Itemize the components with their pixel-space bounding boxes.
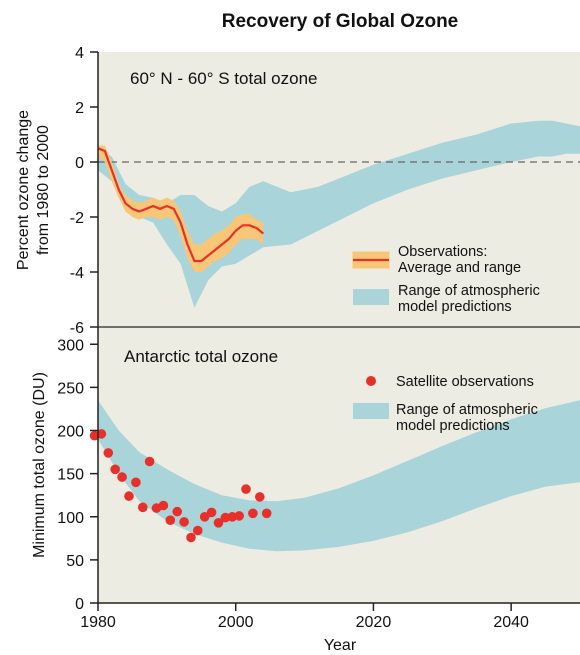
bottom-y-tick-label: 300 bbox=[57, 337, 84, 354]
observations-average-line bbox=[97, 147, 264, 263]
bottom-y-tick-label: 200 bbox=[57, 424, 84, 441]
legend-satellite-dot bbox=[366, 376, 376, 386]
legend-observations-label-line2: Average and range bbox=[398, 260, 521, 276]
satellite-point bbox=[234, 511, 244, 521]
bottom-y-tick-label: 50 bbox=[66, 553, 84, 570]
satellite-point bbox=[144, 456, 155, 467]
satellite-point bbox=[165, 515, 176, 525]
legend-satellite-label: Satellite observations bbox=[396, 374, 534, 390]
satellite-observation-points bbox=[89, 429, 272, 543]
satellite-point bbox=[206, 507, 217, 518]
x-axis-title: Year bbox=[324, 637, 357, 654]
top-y-tick-label: -4 bbox=[70, 265, 84, 282]
satellite-point bbox=[158, 500, 169, 511]
top-y-tick-label: 0 bbox=[75, 155, 84, 172]
legend-top-model-label-line2: model predictions bbox=[398, 299, 512, 315]
top-model-prediction-band bbox=[98, 120, 580, 308]
x-tick-label: 1980 bbox=[80, 614, 116, 631]
satellite-point bbox=[138, 502, 148, 513]
satellite-point bbox=[179, 517, 189, 527]
satellite-point bbox=[172, 506, 182, 517]
satellite-point bbox=[110, 464, 120, 475]
x-tick-label: 2020 bbox=[356, 614, 392, 631]
x-ticks: 1980 2000 2020 2040 bbox=[80, 603, 529, 631]
chart-title: Recovery of Global Ozone bbox=[222, 11, 459, 32]
satellite-point bbox=[213, 518, 224, 528]
legend-top-model-label-line1: Range of atmospheric bbox=[398, 283, 540, 299]
bottom-y-tick-label: 250 bbox=[57, 380, 84, 397]
top-panel-title: 60° N - 60° S total ozone bbox=[130, 69, 317, 88]
legend-bottom-model-label-line2: model predictions bbox=[396, 418, 510, 434]
legend-observations-label-line1: Observations: bbox=[398, 244, 487, 260]
satellite-point bbox=[254, 492, 265, 502]
bottom-panel-title: Antarctic total ozone bbox=[124, 347, 278, 366]
satellite-point bbox=[193, 525, 203, 536]
bottom-y-tick-label: 150 bbox=[57, 467, 84, 484]
bottom-y-axis-title: Minimum total ozone (DU) bbox=[31, 372, 48, 558]
satellite-point bbox=[241, 484, 251, 494]
bottom-y-tick-label: 100 bbox=[57, 510, 84, 527]
satellite-point bbox=[199, 512, 210, 522]
satellite-point bbox=[261, 508, 272, 519]
satellite-point bbox=[186, 532, 196, 543]
satellite-point bbox=[124, 491, 134, 501]
satellite-point bbox=[248, 508, 258, 519]
observations-range-band bbox=[98, 145, 264, 272]
x-tick-label: 2000 bbox=[218, 614, 254, 631]
legend-bottom-model-swatch bbox=[353, 403, 389, 419]
top-y-axis-title-line1: Percent ozone change bbox=[15, 110, 32, 270]
legend-top-model-swatch bbox=[353, 289, 389, 305]
top-y-ticks: 4 2 0 -2 -4 -6 bbox=[70, 45, 98, 337]
bottom-y-tick-label: 0 bbox=[75, 596, 84, 613]
bottom-model-prediction-band bbox=[98, 400, 580, 552]
top-y-axis-title-line2: from 1980 to 2000 bbox=[35, 125, 52, 255]
x-tick-label: 2040 bbox=[493, 614, 529, 631]
legend-bottom-model-label-line1: Range of atmospheric bbox=[396, 402, 538, 418]
satellite-point bbox=[131, 477, 141, 488]
satellite-point bbox=[103, 448, 114, 458]
top-y-tick-label: 4 bbox=[75, 45, 84, 62]
satellite-point bbox=[96, 429, 107, 439]
top-y-tick-label: 2 bbox=[75, 100, 84, 117]
satellite-point bbox=[117, 472, 127, 482]
bottom-legend: Satellite observations Range of atmosphe… bbox=[353, 374, 538, 434]
top-y-tick-label: -6 bbox=[70, 320, 84, 337]
bottom-y-ticks: 300 250 200 150 100 50 0 bbox=[57, 337, 98, 613]
top-y-tick-label: -2 bbox=[70, 210, 84, 227]
top-legend: Observations: Average and range Range of… bbox=[352, 244, 540, 315]
